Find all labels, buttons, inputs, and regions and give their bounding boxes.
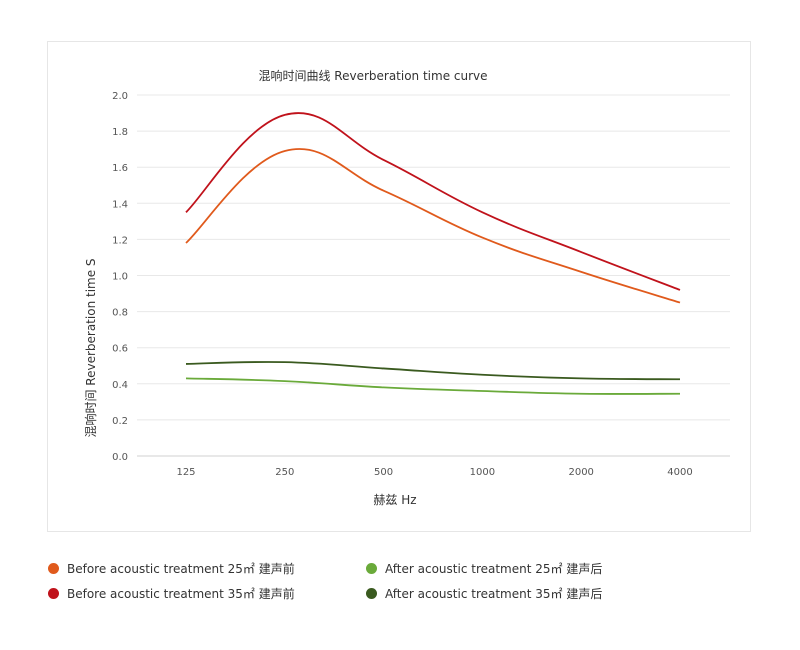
- y-tick-label: 2.0: [112, 91, 128, 102]
- y-tick-label: 0.8: [112, 308, 128, 319]
- y-tick-label: 1.6: [112, 163, 128, 174]
- x-tick-label: 4000: [667, 467, 692, 478]
- series-line-0: [185, 148, 681, 304]
- x-tick-label: 1000: [470, 467, 495, 478]
- series-lines: [185, 112, 681, 395]
- y-tick-label: 0.0: [112, 452, 128, 463]
- x-tick-label: 2000: [568, 467, 593, 478]
- chart-title: 混响时间曲线 Reverberation time curve: [258, 68, 487, 83]
- y-tick-label: 1.2: [112, 235, 128, 246]
- series-line-1: [185, 112, 681, 291]
- x-tick-label: 125: [176, 467, 195, 478]
- y-tick-label: 0.4: [112, 380, 128, 391]
- y-axis-label: 混响时间 Reverberation time S: [83, 258, 98, 437]
- x-tick-label: 250: [275, 467, 294, 478]
- x-tick-labels: 125 250 500 1000 2000 4000: [176, 467, 692, 478]
- y-tick-label: 0.6: [112, 344, 128, 355]
- y-tick-label: 0.2: [112, 416, 128, 427]
- series-line-3: [185, 361, 681, 381]
- chart-frame: [47, 41, 751, 532]
- y-tick-label: 1.0: [112, 272, 128, 283]
- y-tick-labels: 0.0 0.2 0.4 0.6 0.8 1.0 1.2 1.4 1.6 1.8 2.0: [112, 91, 128, 463]
- y-tick-label: 1.4: [112, 199, 128, 210]
- x-tick-label: 500: [374, 467, 393, 478]
- grid: [137, 94, 730, 457]
- x-axis-label: 赫兹 Hz: [373, 493, 416, 507]
- series-line-2: [185, 377, 681, 395]
- y-tick-label: 1.8: [112, 127, 128, 138]
